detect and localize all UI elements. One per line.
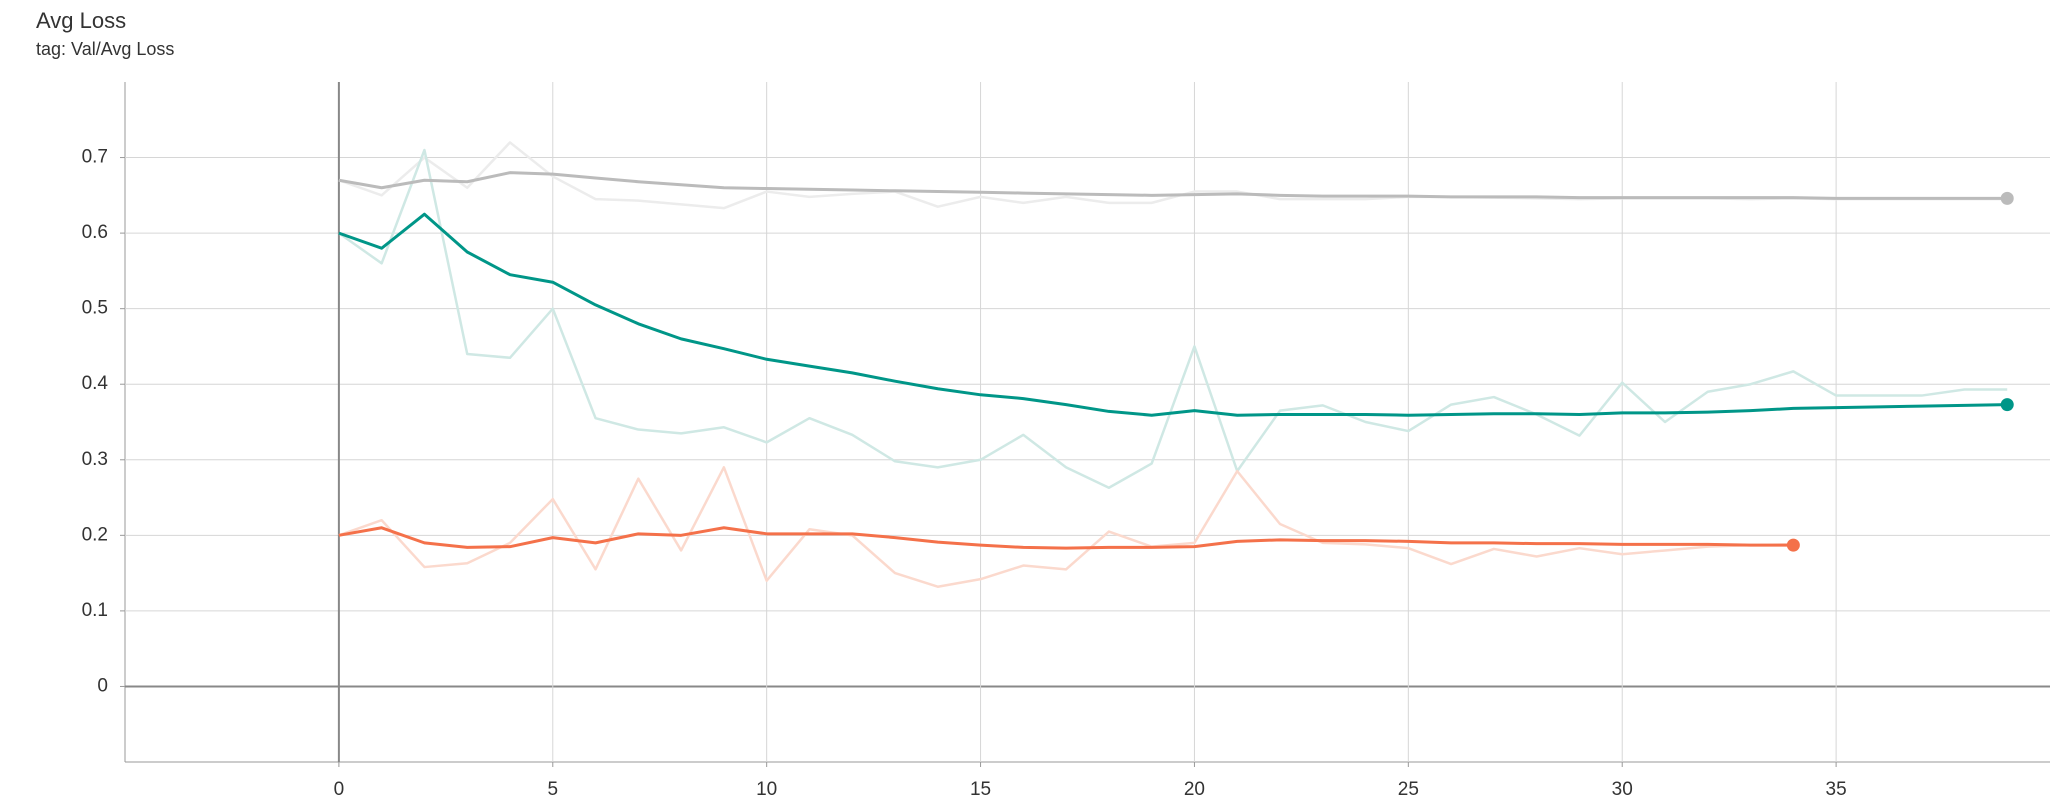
series-line	[338, 212, 2008, 417]
x-tick-label: 30	[1612, 779, 1633, 800]
end-marker	[2000, 398, 2014, 412]
y-tick-label: 0.2	[82, 524, 108, 545]
x-tick-label: 10	[756, 779, 777, 800]
end-marker	[2000, 191, 2014, 205]
x-tick-label: 25	[1398, 779, 1419, 800]
x-tick-label: 20	[1184, 779, 1205, 800]
x-tick-label: 35	[1826, 779, 1847, 800]
y-tick-label: 0.4	[82, 373, 109, 394]
chart-subtitle: tag: Val/Avg Loss	[36, 39, 174, 59]
series-line	[338, 171, 2008, 200]
y-tick-label: 0.7	[82, 147, 108, 168]
series-line	[338, 148, 2008, 489]
y-tick-label: 0.5	[82, 298, 108, 319]
y-tick-label: 0.3	[82, 449, 108, 470]
series-line	[338, 526, 1794, 550]
x-tick-label: 15	[970, 779, 991, 800]
chart-title: Avg Loss	[36, 8, 126, 33]
y-tick-label: 0	[97, 675, 108, 696]
x-tick-label: 0	[334, 779, 345, 800]
x-tick-label: 5	[547, 779, 558, 800]
end-marker	[1786, 538, 1800, 552]
y-tick-label: 0.6	[82, 222, 108, 243]
y-tick-label: 0.1	[82, 600, 108, 621]
series-line	[338, 466, 1794, 588]
